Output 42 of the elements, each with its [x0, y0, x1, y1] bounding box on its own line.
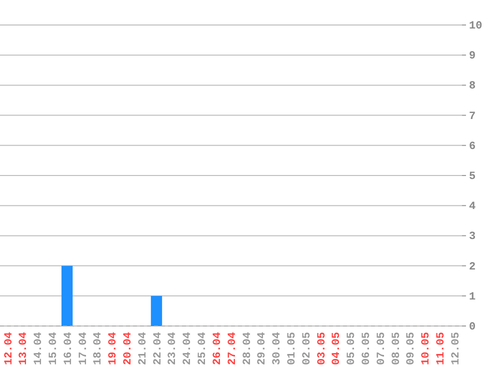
y-tick-label: 9 [469, 50, 476, 63]
y-tick-label: 1 [469, 291, 476, 304]
x-tick-label: 23.04 [167, 332, 180, 366]
x-tick-label: 16.04 [62, 332, 75, 366]
y-tick-label: 10 [469, 20, 482, 33]
x-tick-label: 14.04 [33, 332, 46, 366]
x-tick-label: 30.04 [272, 332, 284, 366]
x-tick-label: 27.04 [226, 332, 239, 366]
x-tick-label: 10.05 [420, 332, 433, 366]
x-tick-label: 02.05 [301, 332, 314, 366]
y-tick-label: 5 [469, 171, 476, 184]
x-tick-label: 26.04 [212, 332, 224, 366]
x-tick-label: 18.04 [92, 332, 105, 366]
x-tick-label: 25.04 [197, 332, 210, 366]
x-tick-label: 22.04 [152, 332, 164, 366]
y-tick-label: 8 [469, 80, 476, 93]
y-tick-label: 3 [469, 231, 476, 244]
x-tick-label: 19.04 [108, 332, 120, 366]
y-tick-label: 7 [469, 110, 476, 123]
x-tick-label: 04.05 [331, 332, 344, 366]
x-tick-label: 12.05 [450, 332, 462, 366]
x-tick-label: 01.05 [286, 332, 298, 366]
x-tick-label: 03.05 [316, 332, 328, 366]
x-tick-label: 24.04 [182, 332, 194, 366]
x-tick-label: 08.05 [390, 332, 403, 366]
x-tick-label: 17.04 [78, 332, 90, 366]
x-tick-label: 29.04 [256, 332, 269, 366]
x-tick-label: 07.05 [376, 332, 388, 366]
x-tick-label: 21.04 [137, 332, 150, 366]
x-tick-label: 15.04 [48, 332, 60, 366]
x-tick-label: 20.04 [122, 332, 135, 366]
x-tick-label: 09.05 [406, 332, 418, 366]
x-tick-label: 12.04 [3, 332, 16, 366]
y-tick-label: 0 [469, 322, 476, 334]
y-tick-label: 4 [469, 201, 476, 214]
x-tick-label: 11.05 [435, 332, 448, 366]
x-tick-label: 05.05 [346, 332, 358, 366]
x-tick-label: 06.05 [360, 332, 373, 366]
x-tick-label: 13.04 [18, 332, 30, 366]
y-tick-label: 2 [469, 261, 476, 274]
x-tick-label: 28.04 [242, 332, 254, 366]
y-tick-label: 6 [469, 140, 476, 153]
